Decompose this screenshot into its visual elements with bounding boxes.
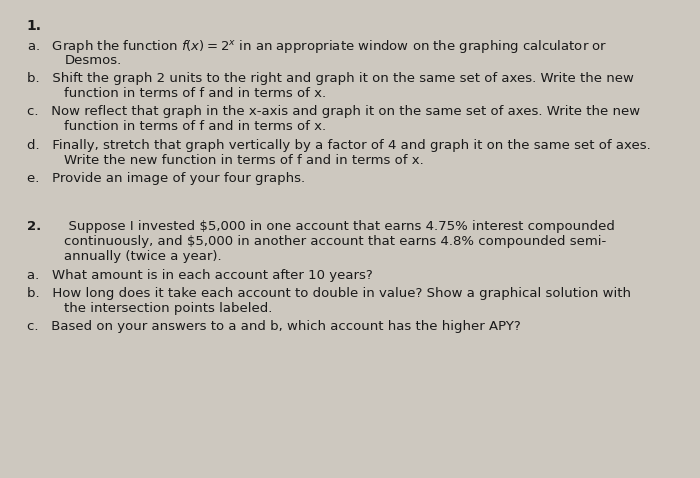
Text: Suppose I invested $5,000 in one account that earns 4.75% interest compounded: Suppose I invested $5,000 in one account…: [60, 220, 615, 233]
Text: Write the new function in terms of f and in terms of x.: Write the new function in terms of f and…: [64, 154, 424, 167]
Text: e.   Provide an image of your four graphs.: e. Provide an image of your four graphs.: [27, 172, 305, 185]
Text: the intersection points labeled.: the intersection points labeled.: [64, 302, 273, 315]
Text: 2.: 2.: [27, 220, 41, 233]
Text: function in terms of f and in terms of x.: function in terms of f and in terms of x…: [64, 87, 326, 100]
Text: Desmos.: Desmos.: [64, 54, 122, 66]
Text: b.   How long does it take each account to double in value? Show a graphical sol: b. How long does it take each account to…: [27, 287, 631, 300]
Text: a.   What amount is in each account after 10 years?: a. What amount is in each account after …: [27, 269, 372, 282]
Text: 1.: 1.: [27, 19, 41, 33]
Text: annually (twice a year).: annually (twice a year).: [64, 250, 222, 263]
Text: b.   Shift the graph 2 units to the right and graph it on the same set of axes. : b. Shift the graph 2 units to the right …: [27, 72, 634, 85]
Text: continuously, and $5,000 in another account that earns 4.8% compounded semi-: continuously, and $5,000 in another acco…: [64, 235, 607, 248]
Text: a.   Graph the function $f(x) = 2^x$ in an appropriate window on the graphing ca: a. Graph the function $f(x) = 2^x$ in an…: [27, 38, 607, 55]
Text: c.   Based on your answers to a and b, which account has the higher APY?: c. Based on your answers to a and b, whi…: [27, 320, 520, 333]
Text: function in terms of f and in terms of x.: function in terms of f and in terms of x…: [64, 120, 326, 133]
Text: c.   Now reflect that graph in the x-axis and graph it on the same set of axes. : c. Now reflect that graph in the x-axis …: [27, 105, 640, 118]
Text: d.   Finally, stretch that graph vertically by a factor of 4 and graph it on the: d. Finally, stretch that graph verticall…: [27, 139, 650, 152]
